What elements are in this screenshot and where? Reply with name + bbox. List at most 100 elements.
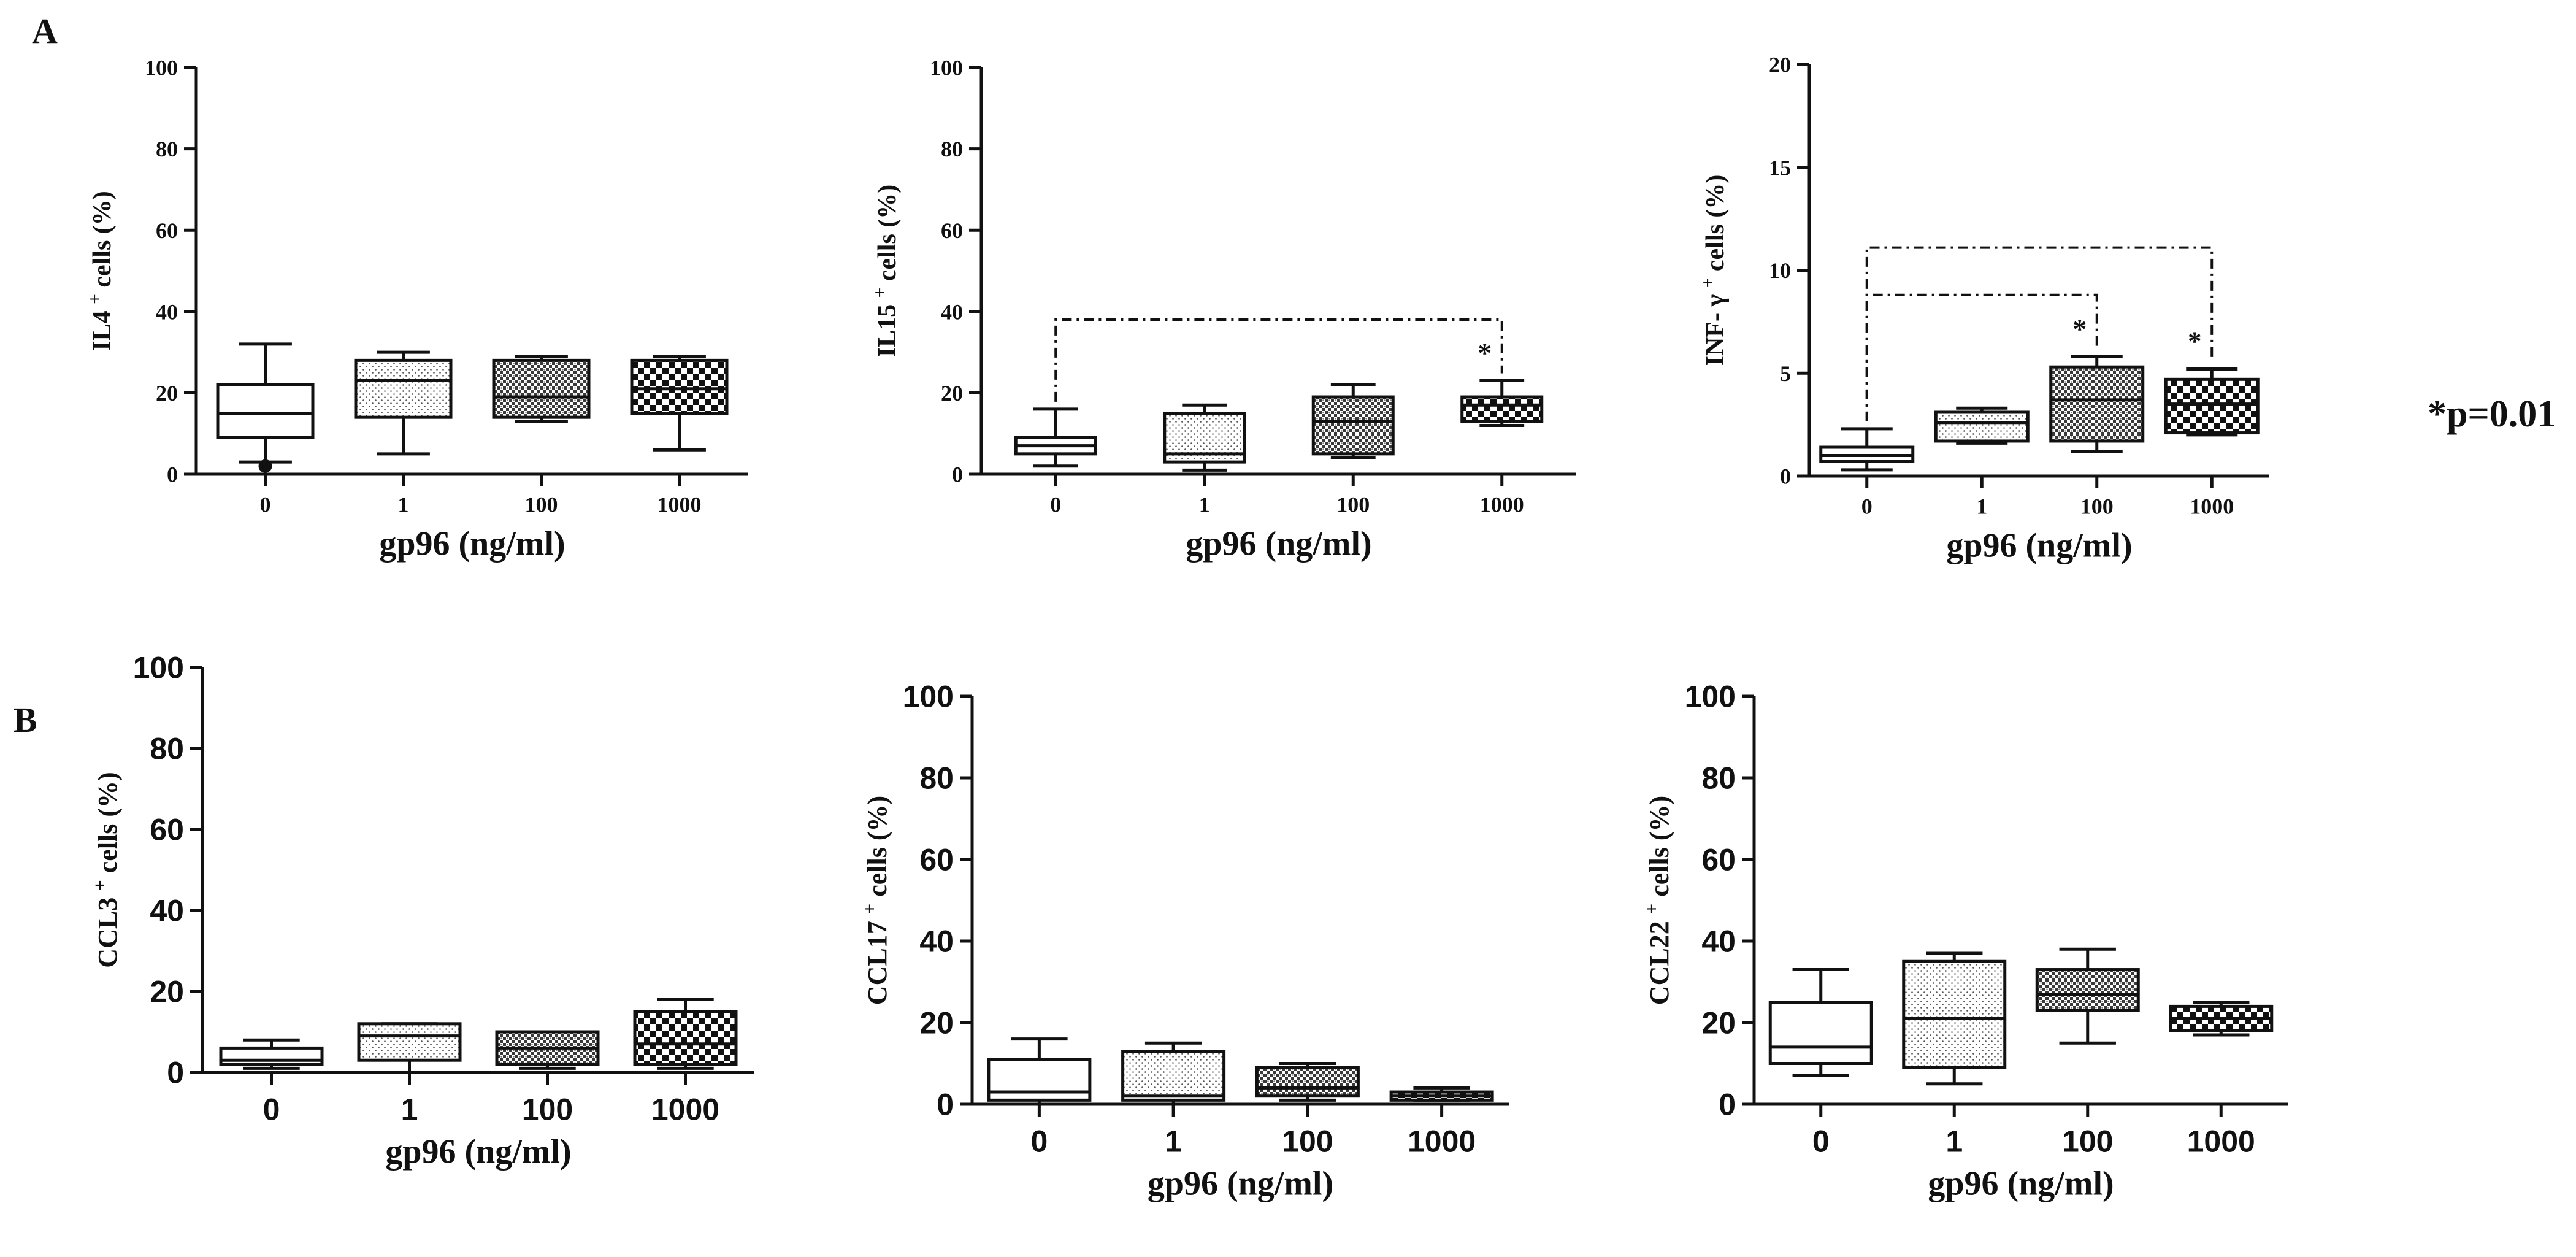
y-tick-label: 100 [903, 680, 954, 714]
y-tick-label: 5 [1780, 361, 1791, 386]
y-tick-label: 0 [952, 463, 963, 487]
y-tick-label: 0 [167, 463, 178, 487]
x-axis-title: gp96 (ng/ml) [1946, 526, 2132, 564]
box-1000 [633, 1010, 738, 1066]
significance-bracket [1054, 318, 1503, 402]
x-tick-label: 1 [398, 492, 409, 517]
y-tick-label: 10 [1769, 258, 1791, 283]
y-tick-label: 100 [1685, 680, 1736, 714]
x-axis-title: gp96 (ng/ml) [379, 525, 565, 563]
x-tick-label: 1 [1199, 492, 1210, 517]
box-1000 [630, 358, 729, 415]
x-tick-label: 1000 [2187, 1124, 2255, 1159]
box-1000 [2164, 377, 2260, 435]
y-tick-label: 100 [133, 651, 184, 685]
box-0 [987, 1058, 1092, 1102]
y-axis-title-main: CCL17 [862, 914, 892, 1005]
y-axis-title-main: IL15 [873, 298, 902, 357]
y-tick-label: 20 [1769, 53, 1791, 77]
y-tick-label: 0 [937, 1088, 954, 1122]
y-tick-label: 40 [1701, 924, 1736, 959]
y-axis-title-rest: cells (%) [1701, 175, 1730, 278]
x-tick-label: 0 [1861, 494, 1873, 518]
box-100 [492, 358, 591, 419]
y-axis-title-sup: + [85, 294, 105, 304]
box-1 [357, 1022, 462, 1062]
x-tick-label: 1 [1976, 494, 1987, 518]
x-tick-label: 1 [1945, 1124, 1963, 1159]
y-tick-label: 80 [150, 732, 184, 766]
x-tick-label: 100 [2062, 1124, 2113, 1159]
y-axis-title-sup: + [90, 880, 110, 891]
y-tick-label: 60 [941, 218, 963, 243]
y-tick-label: 20 [941, 381, 963, 406]
y-tick-label: 20 [150, 975, 184, 1009]
y-axis-title-sup: + [1698, 278, 1718, 288]
significance-star: * [2188, 326, 2202, 357]
y-axis-title-main: CCL3 [93, 891, 123, 968]
significance-note: *p=0.01 [2428, 393, 2556, 435]
y-axis-title-rest: cells (%) [1644, 796, 1674, 904]
y-axis-title-rest: cells (%) [93, 772, 123, 880]
y-tick-label: 100 [145, 56, 178, 80]
x-tick-label: 1000 [1480, 492, 1524, 517]
y-tick-label: 40 [156, 299, 178, 324]
x-tick-label: 100 [1336, 492, 1370, 517]
x-tick-label: 1000 [2190, 494, 2234, 518]
y-tick-label: 100 [930, 56, 963, 80]
y-axis-title-rest: cells (%) [873, 185, 902, 288]
x-axis-title: gp96 (ng/ml) [1148, 1165, 1333, 1203]
y-tick-label: 80 [919, 761, 954, 796]
y-axis-title-rest: cells (%) [862, 796, 892, 904]
y-tick-label: 60 [150, 813, 184, 847]
box-1 [1121, 1050, 1226, 1102]
x-axis-title: gp96 (ng/ml) [1186, 525, 1371, 563]
y-tick-label: 15 [1769, 155, 1791, 180]
significance-bracket [1865, 246, 2214, 421]
x-tick-label: 1000 [657, 492, 702, 517]
x-tick-label: 0 [1030, 1124, 1048, 1159]
box-1 [1934, 410, 2030, 443]
panel-label-b: B [13, 700, 37, 740]
y-tick-label: 40 [150, 894, 184, 928]
box-1000 [1460, 395, 1544, 423]
y-axis-title-rest: cells (%) [88, 191, 117, 294]
x-tick-label: 100 [1282, 1124, 1333, 1159]
x-axis-title: gp96 (ng/ml) [385, 1133, 571, 1171]
box-1 [1902, 959, 2007, 1069]
box-100 [2049, 365, 2145, 443]
y-tick-label: 80 [1701, 761, 1736, 796]
y-axis-title-main: IL4 [88, 304, 117, 351]
y-tick-label: 80 [941, 137, 963, 161]
y-axis-title-main: INF- γ [1701, 288, 1730, 366]
x-tick-label: 100 [525, 492, 558, 517]
box-0 [1768, 1001, 1873, 1065]
y-axis-title: CCL22 + cells (%) [1641, 796, 1674, 1005]
y-tick-label: 0 [1780, 464, 1791, 489]
box-1 [354, 358, 453, 419]
box-0 [216, 383, 315, 439]
y-tick-label: 60 [156, 218, 178, 243]
x-tick-label: 0 [1812, 1124, 1830, 1159]
y-axis-title-sup: + [870, 288, 890, 298]
y-axis-title-main: CCL22 [1644, 914, 1674, 1005]
significance-bracket [1865, 293, 2098, 421]
box-100 [2035, 968, 2140, 1012]
chart-infg: 0 5 10 15 20 0 1 100 1000 gp96 (ng/ml) INF- γ + ce… [1698, 53, 2269, 564]
y-axis-title: CCL17 + cells (%) [859, 796, 892, 1005]
y-tick-label: 80 [156, 137, 178, 161]
x-tick-label: 1000 [1408, 1124, 1476, 1159]
x-tick-label: 0 [260, 492, 271, 517]
x-tick-label: 0 [1050, 492, 1061, 517]
y-axis-title-sup: + [1641, 904, 1662, 915]
significance-star: * [1478, 337, 1492, 369]
y-axis-title-sup: + [859, 904, 880, 915]
y-tick-label: 20 [156, 381, 178, 406]
outlier-point [258, 459, 272, 473]
y-tick-label: 40 [941, 299, 963, 324]
y-tick-label: 0 [1719, 1088, 1736, 1122]
